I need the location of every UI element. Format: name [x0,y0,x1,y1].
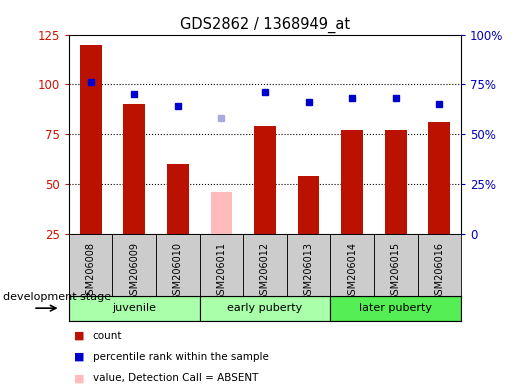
Bar [69,234,112,296]
Text: value, Detection Call = ABSENT: value, Detection Call = ABSENT [93,373,258,383]
Text: GSM206014: GSM206014 [347,242,357,301]
Text: ■: ■ [74,331,85,341]
Bar [210,192,232,234]
Bar [254,126,276,234]
Bar [287,234,330,296]
Title: GDS2862 / 1368949_at: GDS2862 / 1368949_at [180,17,350,33]
Text: GSM206010: GSM206010 [173,242,183,301]
Bar [200,234,243,296]
Bar [341,131,363,234]
Bar [80,45,102,234]
Text: early puberty: early puberty [227,303,303,313]
Bar [330,296,461,321]
Bar [123,104,145,234]
Bar [167,164,189,234]
Text: GSM206009: GSM206009 [129,242,139,301]
Text: GSM206012: GSM206012 [260,242,270,301]
Text: count: count [93,331,122,341]
Bar [330,234,374,296]
Bar [428,122,450,234]
Bar [156,234,200,296]
Text: GSM206013: GSM206013 [304,242,314,301]
Text: later puberty: later puberty [359,303,432,313]
Bar [112,234,156,296]
Text: development stage: development stage [3,291,111,302]
Text: GSM206008: GSM206008 [86,242,96,301]
Bar [69,296,200,321]
Bar [418,234,461,296]
Bar [374,234,418,296]
Bar [298,176,320,234]
Text: GSM206011: GSM206011 [216,242,226,301]
Text: percentile rank within the sample: percentile rank within the sample [93,352,269,362]
Bar [385,131,407,234]
Bar [243,234,287,296]
Text: juvenile: juvenile [112,303,156,313]
Text: GSM206016: GSM206016 [434,242,444,301]
Text: ■: ■ [74,373,85,383]
Text: ■: ■ [74,352,85,362]
Text: GSM206015: GSM206015 [391,242,401,301]
Bar [200,296,330,321]
